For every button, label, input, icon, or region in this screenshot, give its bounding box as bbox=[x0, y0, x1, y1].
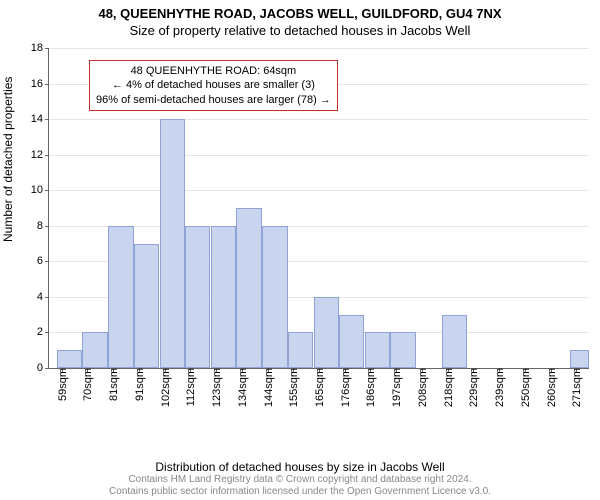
histogram-bar bbox=[442, 315, 467, 368]
xtick-label: 155sqm bbox=[286, 368, 300, 407]
ytick-label: 10 bbox=[31, 184, 49, 196]
x-axis-label: Distribution of detached houses by size … bbox=[0, 460, 600, 474]
histogram-bar bbox=[185, 226, 210, 368]
annotation-line2: ← 4% of detached houses are smaller (3) bbox=[96, 78, 331, 92]
histogram-bar bbox=[236, 208, 261, 368]
ytick-label: 8 bbox=[37, 220, 49, 232]
xtick-label: 239sqm bbox=[492, 368, 506, 407]
gridline bbox=[49, 155, 589, 156]
footer-line2: Contains public sector information licen… bbox=[0, 486, 600, 498]
xtick-label: 102sqm bbox=[158, 368, 172, 407]
ytick-label: 2 bbox=[37, 326, 49, 338]
histogram-bar bbox=[211, 226, 236, 368]
histogram-chart: Number of detached properties 48 QUEENHY… bbox=[0, 42, 600, 442]
xtick-label: 176sqm bbox=[338, 368, 352, 407]
xtick-label: 165sqm bbox=[312, 368, 326, 407]
xtick-label: 59sqm bbox=[55, 368, 69, 401]
histogram-bar bbox=[82, 332, 107, 368]
ytick-label: 12 bbox=[31, 149, 49, 161]
xtick-label: 271sqm bbox=[569, 368, 583, 407]
xtick-label: 112sqm bbox=[183, 368, 197, 406]
footer-attribution: Contains HM Land Registry data © Crown c… bbox=[0, 474, 600, 498]
xtick-label: 208sqm bbox=[415, 368, 429, 407]
ytick-label: 16 bbox=[31, 78, 49, 90]
annotation-line1: 48 QUEENHYTHE ROAD: 64sqm bbox=[96, 64, 331, 78]
gridline bbox=[49, 119, 589, 120]
xtick-label: 250sqm bbox=[518, 368, 532, 407]
y-axis-label: Number of detached properties bbox=[1, 77, 15, 242]
xtick-label: 260sqm bbox=[544, 368, 558, 407]
histogram-bar bbox=[262, 226, 287, 368]
ytick-label: 18 bbox=[31, 42, 49, 54]
page-title-address: 48, QUEENHYTHE ROAD, JACOBS WELL, GUILDF… bbox=[0, 0, 600, 21]
xtick-label: 134sqm bbox=[235, 368, 249, 407]
histogram-bar bbox=[134, 244, 159, 368]
xtick-label: 186sqm bbox=[363, 368, 377, 407]
ytick-label: 0 bbox=[37, 362, 49, 374]
histogram-bar bbox=[314, 297, 339, 368]
histogram-bar bbox=[365, 332, 390, 368]
footer-line1: Contains HM Land Registry data © Crown c… bbox=[0, 474, 600, 486]
histogram-bar bbox=[288, 332, 313, 368]
page-title-subtitle: Size of property relative to detached ho… bbox=[0, 21, 600, 38]
xtick-label: 81sqm bbox=[106, 368, 120, 401]
xtick-label: 123sqm bbox=[209, 368, 223, 407]
histogram-bar bbox=[57, 350, 82, 368]
histogram-bar bbox=[339, 315, 364, 368]
gridline bbox=[49, 190, 589, 191]
histogram-bar bbox=[108, 226, 133, 368]
xtick-label: 144sqm bbox=[261, 368, 275, 407]
gridline bbox=[49, 48, 589, 49]
xtick-label: 229sqm bbox=[466, 368, 480, 407]
histogram-bar bbox=[160, 119, 185, 368]
xtick-label: 91sqm bbox=[132, 368, 146, 401]
ytick-label: 4 bbox=[37, 291, 49, 303]
histogram-bar bbox=[570, 350, 589, 368]
xtick-label: 70sqm bbox=[80, 368, 94, 401]
annotation-box: 48 QUEENHYTHE ROAD: 64sqm ← 4% of detach… bbox=[89, 60, 338, 111]
ytick-label: 6 bbox=[37, 255, 49, 267]
plot-area: 48 QUEENHYTHE ROAD: 64sqm ← 4% of detach… bbox=[48, 48, 589, 369]
histogram-bar bbox=[390, 332, 415, 368]
xtick-label: 218sqm bbox=[441, 368, 455, 407]
xtick-label: 197sqm bbox=[389, 368, 403, 407]
annotation-line3: 96% of semi-detached houses are larger (… bbox=[96, 93, 331, 107]
ytick-label: 14 bbox=[31, 113, 49, 125]
